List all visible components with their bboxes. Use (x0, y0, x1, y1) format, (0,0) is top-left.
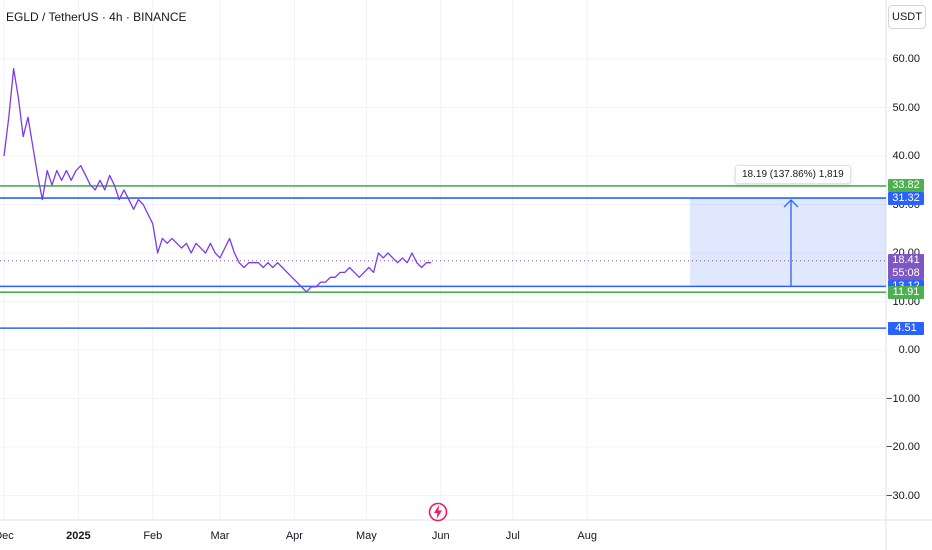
x-tick-label: Jun (431, 530, 450, 542)
x-tick-label: Mar (210, 530, 230, 542)
y-tick-label: −30.00 (886, 489, 920, 502)
measure-label: 18.19 (137.86%) 1,819 (735, 165, 851, 185)
y-tick-label: 0.00 (898, 344, 920, 356)
y-tick-label: 60.00 (892, 53, 920, 65)
price-axis-label: 31.32 (888, 191, 924, 205)
symbol-title[interactable]: EGLD / TetherUS · 4h · BINANCE (6, 10, 187, 24)
price-axis-label: 33.82 (888, 179, 924, 193)
price-axis-label: 11.91 (888, 285, 924, 299)
x-tick-label: 2025 (66, 530, 91, 542)
x-tick-label: May (356, 530, 377, 542)
currency-button[interactable]: USDT (888, 5, 926, 29)
measure-arrow-head (783, 199, 799, 208)
x-tick-label: Dec (0, 530, 14, 542)
y-tick-label: −20.00 (886, 441, 920, 453)
price-axis-label: 18.41 55:08 (888, 254, 924, 281)
price-series-line (3, 68, 432, 293)
x-tick-label: Apr (285, 530, 303, 542)
y-tick-label: 40.00 (892, 150, 920, 162)
y-tick-label: 50.00 (892, 101, 920, 114)
measure-box (690, 198, 886, 287)
lightning-logo-icon[interactable] (428, 502, 448, 522)
price-axis-label: 4.51 (888, 321, 924, 335)
x-tick-label: Feb (143, 530, 163, 542)
y-tick-label: −10.00 (886, 392, 920, 405)
x-tick-label: Jul (505, 530, 520, 542)
x-tick-label: Aug (577, 530, 597, 542)
